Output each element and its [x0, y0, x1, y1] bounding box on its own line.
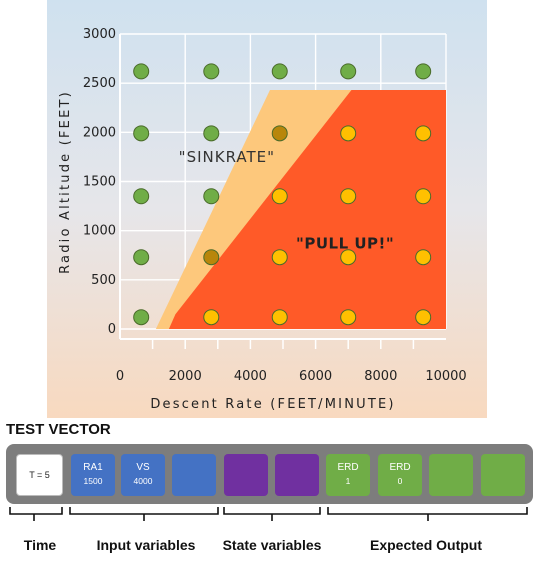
time-bracket — [9, 507, 63, 521]
x-tick-label: 10000 — [425, 369, 466, 384]
tick-labels: 0 500 1000 1500 2000 2500 3000 0 2000 4000 6000 800… — [83, 27, 467, 384]
output-cell-name: ERD — [337, 462, 359, 473]
output-cell-value: 0 — [397, 476, 403, 486]
data-point — [415, 125, 432, 142]
input-cell-vs: VS 4000 — [121, 454, 165, 496]
y-tick-label: 2000 — [83, 125, 116, 140]
data-point — [415, 249, 432, 266]
data-point — [133, 188, 150, 205]
output-cell-empty — [481, 454, 525, 496]
data-point — [340, 188, 357, 205]
output-cell-name: ERD — [389, 462, 411, 473]
time-cell-label: T = 5 — [29, 470, 50, 480]
data-point — [271, 309, 288, 326]
output-bracket — [327, 507, 528, 521]
y-tick-label: 0 — [108, 322, 116, 337]
pull-up-label: "PULL UP!" — [296, 234, 394, 252]
output-cell-empty — [429, 454, 473, 496]
input-cell-name: VS — [136, 462, 150, 473]
input-variables-label: Input variables — [96, 537, 196, 553]
data-point — [133, 125, 150, 142]
gpws-envelope-chart: 0 500 1000 1500 2000 2500 3000 0 2000 4000 6000 800… — [47, 0, 487, 418]
time-label: Time — [23, 537, 57, 553]
alert-regions — [155, 90, 447, 329]
y-tick-label: 1000 — [83, 224, 116, 239]
x-tick-label: 6000 — [299, 369, 332, 384]
input-cell-ra1: RA1 1500 — [71, 454, 115, 496]
group-brackets — [9, 507, 528, 521]
data-point — [271, 125, 288, 142]
state-variables-label: State variables — [222, 537, 322, 553]
data-point — [271, 249, 288, 266]
output-cell-erd-1: ERD 1 — [326, 454, 370, 496]
data-point — [415, 63, 432, 80]
y-tick-label: 1500 — [83, 175, 116, 190]
expected-output-label: Expected Output — [369, 537, 483, 553]
sinkrate-label: "SINKRATE" — [179, 148, 275, 166]
y-tick-label: 3000 — [83, 27, 116, 42]
data-point — [415, 188, 432, 205]
data-points — [133, 63, 432, 326]
input-cell-name: RA1 — [83, 462, 103, 473]
data-point — [340, 249, 357, 266]
data-point — [340, 63, 357, 80]
x-tick-label: 2000 — [169, 369, 202, 384]
test-vector-title: TEST VECTOR — [6, 421, 111, 438]
input-cell-value: 4000 — [133, 476, 153, 486]
state-cell — [224, 454, 268, 496]
state-bracket — [223, 507, 321, 521]
data-point — [203, 309, 220, 326]
y-tick-label: 2500 — [83, 76, 116, 91]
input-cell-empty — [172, 454, 216, 496]
x-axis-title: Descent Rate (FEET/MINUTE) — [150, 397, 395, 412]
input-bracket — [69, 507, 219, 521]
data-point — [203, 249, 220, 266]
input-cell-value: 1500 — [83, 476, 103, 486]
data-point — [133, 309, 150, 326]
y-axis-title: Radio Altitude (FEET) — [58, 90, 73, 274]
data-point — [133, 249, 150, 266]
x-tick-label: 8000 — [364, 369, 397, 384]
data-point — [415, 309, 432, 326]
test-vector-bar: T = 5 RA1 1500 VS 4000 ERD 1 ERD 0 — [6, 444, 533, 504]
axes — [119, 34, 446, 349]
data-point — [340, 125, 357, 142]
data-point — [203, 188, 220, 205]
region-labels: "SINKRATE" "PULL UP!" — [179, 148, 394, 253]
output-cell-erd-0: ERD 0 — [378, 454, 422, 496]
data-point — [340, 309, 357, 326]
region-warning — [168, 90, 446, 329]
x-tick-label: 0 — [116, 369, 124, 384]
data-point — [203, 63, 220, 80]
x-tick-label: 4000 — [234, 369, 267, 384]
data-point — [271, 188, 288, 205]
y-tick-label: 500 — [91, 273, 116, 288]
data-point — [271, 63, 288, 80]
output-cell-value: 1 — [345, 476, 351, 486]
data-point — [133, 63, 150, 80]
state-cell — [275, 454, 319, 496]
time-cell: T = 5 — [16, 454, 63, 496]
data-point — [203, 125, 220, 142]
